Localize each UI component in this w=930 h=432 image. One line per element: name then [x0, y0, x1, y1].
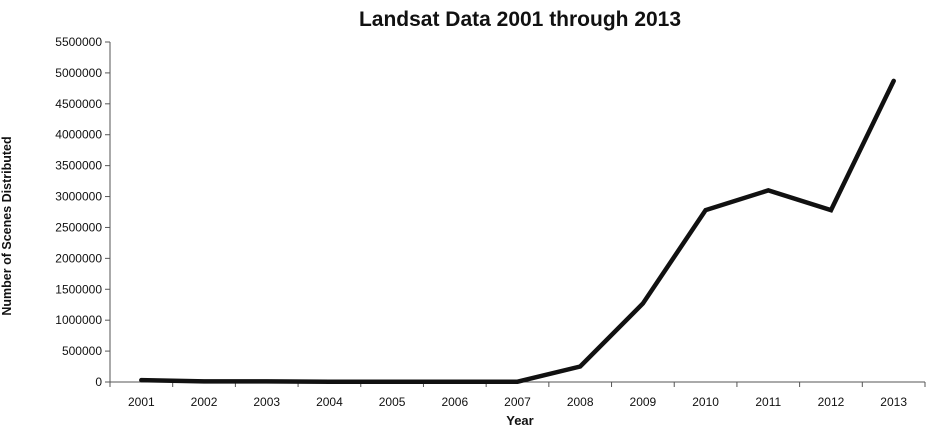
x-tick-label: 2005	[379, 395, 406, 409]
y-tick-label: 1000000	[55, 313, 102, 327]
x-tick-label: 2011	[755, 395, 781, 409]
y-tick-label: 4500000	[55, 97, 102, 111]
x-tick-label: 2003	[253, 395, 280, 409]
x-tick-label: 2012	[818, 395, 845, 409]
y-tick-label: 3000000	[55, 190, 102, 204]
y-axis-label: Number of Scenes Distributed	[0, 136, 14, 316]
series-line	[139, 78, 896, 384]
y-tick-label: 4000000	[55, 128, 102, 142]
y-tick-label: 500000	[62, 344, 102, 358]
y-tick-label: 2500000	[55, 220, 102, 234]
y-tick-label: 2000000	[55, 251, 102, 265]
chart-title: Landsat Data 2001 through 2013	[358, 8, 682, 31]
x-axis-label: Year	[506, 413, 534, 428]
x-tick-label: 2009	[630, 395, 657, 409]
y-tick-label: 3500000	[55, 159, 102, 173]
x-tick-label: 2004	[316, 395, 343, 409]
x-tick-label: 2002	[191, 395, 218, 409]
x-tick-label: 2010	[692, 395, 719, 409]
y-tick-label: 1500000	[55, 282, 102, 296]
x-tick-label: 2008	[567, 395, 594, 409]
y-tick-label: 0	[95, 375, 102, 389]
x-tick-label: 2007	[504, 395, 531, 409]
x-tick-label: 2013	[880, 395, 907, 409]
y-tick-label: 5500000	[55, 35, 102, 49]
x-tick-label: 2001	[128, 395, 155, 409]
y-tick-label: 5000000	[55, 66, 102, 80]
x-tick-label: 2006	[441, 395, 468, 409]
